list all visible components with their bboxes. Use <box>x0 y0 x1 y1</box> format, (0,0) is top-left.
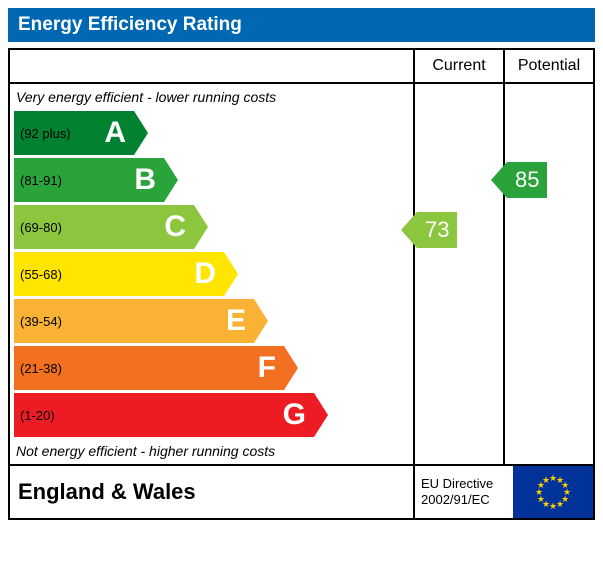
bands-area: Very energy efficient - lower running co… <box>10 84 413 464</box>
band-bar-c: (69-80) C <box>14 205 194 249</box>
band-range-c: (69-80) <box>20 220 62 235</box>
band-a: (92 plus) A <box>14 111 413 155</box>
caption-bottom: Not energy efficient - higher running co… <box>10 440 413 462</box>
band-notch-d <box>224 252 238 296</box>
header-potential: Potential <box>503 50 593 82</box>
pointer-current: 73 <box>401 212 457 248</box>
pointer-arrow-potential <box>491 162 507 198</box>
directive-line1: EU Directive <box>421 476 513 492</box>
band-notch-f <box>284 346 298 390</box>
band-notch-e <box>254 299 268 343</box>
band-f: (21-38) F <box>14 346 413 390</box>
caption-top: Very energy efficient - lower running co… <box>10 86 413 108</box>
eu-star-icon: ★ <box>542 475 550 486</box>
band-letter-f: F <box>258 351 276 385</box>
band-b: (81-91) B <box>14 158 413 202</box>
header-row: Current Potential <box>10 50 593 84</box>
band-d: (55-68) D <box>14 252 413 296</box>
band-letter-a: A <box>104 116 126 150</box>
band-letter-e: E <box>226 304 246 338</box>
band-letter-c: C <box>164 210 186 244</box>
chart-outer: Current Potential Very energy efficient … <box>8 48 595 520</box>
epc-chart: Energy Efficiency Rating Current Potenti… <box>0 0 603 564</box>
eu-flag-icon: ★★★★★★★★★★★★ <box>519 470 587 514</box>
eu-star-icon: ★ <box>549 501 557 512</box>
pointer-potential: 85 <box>491 162 547 198</box>
band-range-f: (21-38) <box>20 361 62 376</box>
band-c: (69-80) C <box>14 205 413 249</box>
header-spacer <box>10 50 413 82</box>
eu-flag-container: ★★★★★★★★★★★★ <box>513 466 593 518</box>
band-notch-a <box>134 111 148 155</box>
directive-line2: 2002/91/EC <box>421 492 513 508</box>
pointer-arrow-current <box>401 212 417 248</box>
title-bar: Energy Efficiency Rating <box>8 8 595 42</box>
pointer-value-current: 73 <box>417 212 457 248</box>
band-range-d: (55-68) <box>20 267 62 282</box>
band-letter-b: B <box>134 163 156 197</box>
band-range-e: (39-54) <box>20 314 62 329</box>
eu-star-icon: ★ <box>556 499 564 510</box>
footer-region: England & Wales <box>10 466 413 518</box>
column-potential: 85 <box>503 84 593 464</box>
band-notch-c <box>194 205 208 249</box>
band-notch-b <box>164 158 178 202</box>
band-letter-g: G <box>283 398 306 432</box>
band-bar-b: (81-91) B <box>14 158 164 202</box>
bands-container: (92 plus) A (81-91) B (69-80) C (55-68) D (39-54… <box>10 111 413 437</box>
header-current: Current <box>413 50 503 82</box>
band-e: (39-54) E <box>14 299 413 343</box>
band-notch-g <box>314 393 328 437</box>
footer-row: England & Wales EU Directive 2002/91/EC … <box>10 464 593 518</box>
band-bar-g: (1-20) G <box>14 393 314 437</box>
band-g: (1-20) G <box>14 393 413 437</box>
band-range-a: (92 plus) <box>20 126 71 141</box>
column-current: 73 <box>413 84 503 464</box>
band-letter-d: D <box>194 257 216 291</box>
body-row: Very energy efficient - lower running co… <box>10 84 593 464</box>
pointer-value-potential: 85 <box>507 162 547 198</box>
footer-directive: EU Directive 2002/91/EC <box>413 466 513 518</box>
band-bar-a: (92 plus) A <box>14 111 134 155</box>
band-range-b: (81-91) <box>20 173 62 188</box>
band-range-g: (1-20) <box>20 408 55 423</box>
band-bar-f: (21-38) F <box>14 346 284 390</box>
band-bar-d: (55-68) D <box>14 252 224 296</box>
band-bar-e: (39-54) E <box>14 299 254 343</box>
